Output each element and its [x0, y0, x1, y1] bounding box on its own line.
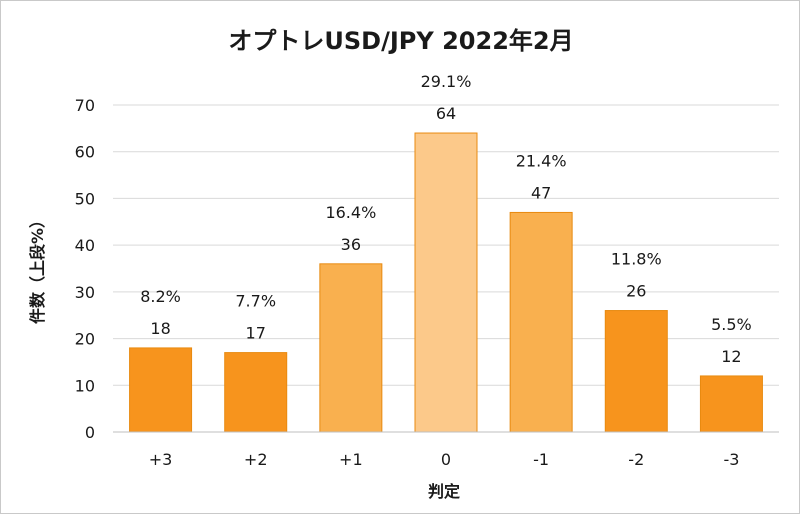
value-label: 26 [626, 282, 646, 301]
chart-title: オプトレUSD/JPY 2022年2月 [228, 27, 573, 55]
x-tick-label: -1 [533, 450, 549, 469]
value-label: 12 [721, 347, 741, 366]
y-tick-label: 60 [75, 143, 95, 162]
y-tick-label: 20 [75, 330, 95, 349]
data-labels: 18 8.2% 17 7.7% 36 16.4% 64 29.1% 47 21.4% 26 11.8%… [140, 72, 752, 366]
y-tick-label: 40 [75, 236, 95, 255]
x-tick-label: +1 [339, 450, 363, 469]
x-tick-label: +3 [149, 450, 173, 469]
bars [129, 132, 763, 433]
percent-label: 5.5% [711, 315, 752, 334]
x-axis-title: 判定 [428, 482, 460, 501]
x-axis-ticks: +3 +2 +1 0 -1 -2 -3 [149, 450, 740, 469]
bar-+3 [129, 347, 193, 433]
y-tick-label: 70 [75, 96, 95, 115]
value-label: 64 [436, 104, 456, 123]
value-label: 36 [341, 235, 361, 254]
x-tick-label: -2 [628, 450, 644, 469]
x-tick-label: 0 [441, 450, 451, 469]
value-label: 17 [246, 324, 266, 343]
x-tick-label: +2 [244, 450, 268, 469]
percent-label: 21.4% [516, 151, 567, 170]
y-tick-label: 0 [85, 423, 95, 442]
y-axis-title: 件数（上段%） [28, 212, 47, 324]
bar-+2 [224, 352, 288, 433]
y-axis-ticks: 0 10 20 30 40 50 60 70 [75, 96, 95, 442]
percent-label: 11.8% [611, 250, 662, 269]
percent-label: 29.1% [421, 72, 472, 91]
value-label: 47 [531, 183, 551, 202]
x-tick-label: -3 [723, 450, 739, 469]
bar-+1 [319, 263, 383, 433]
bar--2 [604, 310, 668, 433]
bar-0 [414, 132, 478, 433]
value-label: 18 [150, 319, 170, 338]
bar--3 [699, 375, 763, 433]
y-tick-label: 10 [75, 376, 95, 395]
bar--1 [509, 211, 573, 433]
y-tick-label: 30 [75, 283, 95, 302]
y-tick-label: 50 [75, 189, 95, 208]
percent-label: 7.7% [235, 292, 276, 311]
percent-label: 8.2% [140, 287, 181, 306]
percent-label: 16.4% [325, 203, 376, 222]
